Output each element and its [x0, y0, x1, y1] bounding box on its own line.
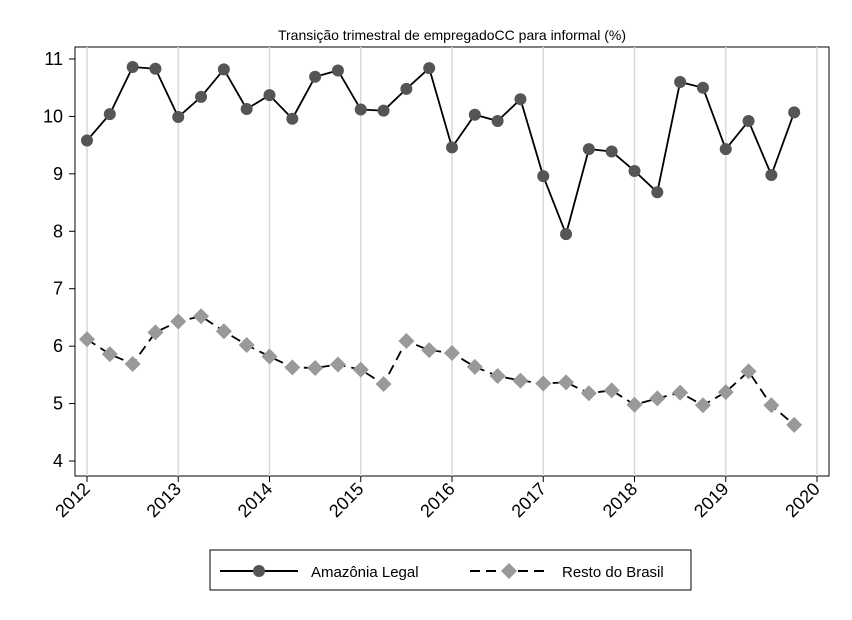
x-tick-label-2018: 2018 — [599, 479, 641, 521]
point-0-6 — [218, 63, 230, 75]
point-0-29 — [743, 115, 755, 127]
point-0-23 — [606, 145, 618, 157]
point-0-8 — [264, 89, 276, 101]
y-tick-label-4: 4 — [53, 451, 63, 471]
y-tick-label-10: 10 — [43, 106, 63, 126]
point-0-13 — [378, 105, 390, 117]
legend-label-amazonia: Amazônia Legal — [311, 564, 419, 581]
point-0-5 — [195, 91, 207, 103]
point-0-19 — [514, 93, 526, 105]
point-0-14 — [400, 83, 412, 95]
legend-marker-circle-icon — [253, 565, 265, 577]
y-tick-label-5: 5 — [53, 394, 63, 414]
y-tick-label-9: 9 — [53, 164, 63, 184]
point-0-9 — [286, 113, 298, 125]
x-tick-label-2020: 2020 — [781, 479, 823, 521]
y-tick-label-11: 11 — [44, 49, 63, 69]
grid-layer — [75, 47, 829, 476]
point-0-26 — [674, 76, 686, 88]
point-0-16 — [446, 141, 458, 153]
point-0-7 — [241, 103, 253, 115]
point-0-4 — [172, 111, 184, 123]
y-tick-label-7: 7 — [53, 279, 63, 299]
point-0-20 — [537, 170, 549, 182]
x-tick-label-2015: 2015 — [325, 479, 367, 521]
legend: Amazônia Legal Resto do Brasil — [210, 550, 691, 590]
point-0-28 — [720, 143, 732, 155]
point-0-31 — [788, 106, 800, 118]
point-0-0 — [81, 135, 93, 147]
point-0-15 — [423, 62, 435, 74]
point-0-1 — [104, 108, 116, 120]
legend-label-resto: Resto do Brasil — [562, 564, 664, 581]
x-tick-label-2013: 2013 — [143, 479, 185, 521]
point-0-22 — [583, 143, 595, 155]
point-0-17 — [469, 109, 481, 121]
point-0-3 — [149, 63, 161, 75]
point-0-21 — [560, 228, 572, 240]
point-0-25 — [651, 186, 663, 198]
x-tick-label-2019: 2019 — [690, 479, 732, 521]
y-tick-label-6: 6 — [53, 336, 63, 356]
point-0-27 — [697, 82, 709, 94]
point-0-11 — [332, 64, 344, 76]
point-0-12 — [355, 104, 367, 116]
point-0-18 — [492, 115, 504, 127]
point-0-30 — [765, 169, 777, 181]
point-0-2 — [127, 61, 139, 73]
chart-title: Transição trimestral de empregadoCC para… — [278, 27, 626, 43]
y-tick-label-8: 8 — [53, 221, 63, 241]
x-tick-label-2016: 2016 — [416, 479, 458, 521]
x-tick-label-2017: 2017 — [508, 479, 550, 521]
x-tick-label-2014: 2014 — [234, 479, 276, 521]
point-0-10 — [309, 71, 321, 83]
x-tick-label-2012: 2012 — [51, 479, 93, 521]
point-0-24 — [629, 165, 641, 177]
